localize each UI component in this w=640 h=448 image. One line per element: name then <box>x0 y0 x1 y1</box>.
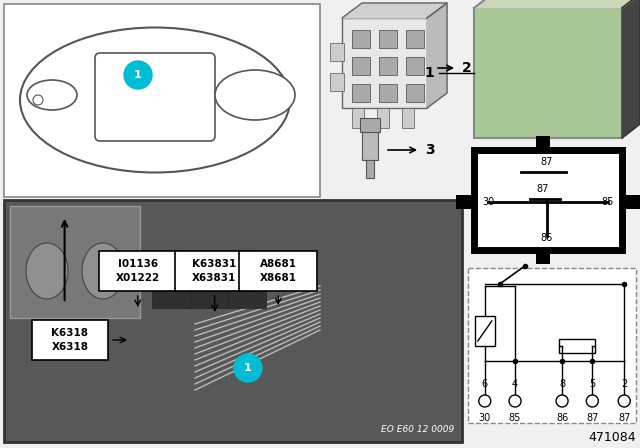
Text: 3: 3 <box>425 143 435 157</box>
Text: 1: 1 <box>244 363 252 373</box>
Bar <box>456 195 474 209</box>
Polygon shape <box>342 3 447 18</box>
Polygon shape <box>427 3 447 108</box>
Circle shape <box>509 395 521 407</box>
Circle shape <box>33 95 43 105</box>
Text: 86: 86 <box>556 413 568 423</box>
Text: 1: 1 <box>424 66 434 80</box>
Bar <box>239 251 317 291</box>
Bar <box>475 316 495 346</box>
Text: 1: 1 <box>134 70 142 80</box>
Text: A8681
X8681: A8681 X8681 <box>260 259 297 283</box>
Bar <box>379 57 397 75</box>
Bar <box>377 108 389 128</box>
Bar <box>622 195 640 209</box>
Text: 6: 6 <box>482 379 488 389</box>
Bar <box>406 30 424 48</box>
Bar <box>330 43 344 61</box>
Bar <box>330 73 344 91</box>
Text: K63831
X63831: K63831 X63831 <box>192 259 237 283</box>
Circle shape <box>556 395 568 407</box>
Polygon shape <box>622 0 640 138</box>
Circle shape <box>124 61 152 89</box>
Circle shape <box>479 395 491 407</box>
Ellipse shape <box>20 27 290 172</box>
Text: 4: 4 <box>512 379 518 389</box>
Bar <box>4 4 320 197</box>
Bar <box>559 339 595 353</box>
Bar <box>99 251 177 291</box>
Bar <box>366 160 374 178</box>
Ellipse shape <box>82 243 124 299</box>
Text: 86: 86 <box>540 233 553 243</box>
FancyBboxPatch shape <box>95 53 215 141</box>
Text: 87: 87 <box>540 157 553 167</box>
Bar <box>228 280 266 308</box>
Polygon shape <box>474 0 640 8</box>
Bar <box>352 84 370 102</box>
Text: 87: 87 <box>536 184 548 194</box>
Bar <box>32 320 108 360</box>
Bar <box>406 84 424 102</box>
Text: 87: 87 <box>586 413 598 423</box>
Text: 87: 87 <box>618 413 630 423</box>
Ellipse shape <box>215 70 295 120</box>
Ellipse shape <box>27 80 77 110</box>
Bar <box>474 8 622 138</box>
Bar <box>379 30 397 48</box>
Bar <box>352 30 370 48</box>
Bar <box>4 200 462 442</box>
Bar <box>406 57 424 75</box>
Circle shape <box>618 395 630 407</box>
Text: 30: 30 <box>479 413 491 423</box>
Bar <box>362 132 378 160</box>
Text: 8: 8 <box>559 379 565 389</box>
Circle shape <box>234 354 262 382</box>
Ellipse shape <box>26 243 68 299</box>
Bar <box>536 136 550 150</box>
Text: 30: 30 <box>482 197 494 207</box>
Bar <box>536 250 550 264</box>
Text: 85: 85 <box>509 413 521 423</box>
Bar <box>190 280 228 308</box>
Text: 471084: 471084 <box>588 431 636 444</box>
Circle shape <box>586 395 598 407</box>
Text: 2: 2 <box>462 61 472 75</box>
Bar <box>175 251 253 291</box>
Bar <box>474 150 622 250</box>
Text: 85: 85 <box>602 197 614 207</box>
Text: 5: 5 <box>589 379 595 389</box>
Text: 2: 2 <box>621 379 627 389</box>
Bar <box>342 18 427 108</box>
Bar <box>152 280 190 308</box>
Bar <box>379 84 397 102</box>
Bar <box>402 108 414 128</box>
Text: EO E60 12 0009: EO E60 12 0009 <box>381 425 454 434</box>
Bar <box>468 268 636 423</box>
Bar <box>10 206 140 318</box>
Bar <box>352 57 370 75</box>
Text: K6318
X6318: K6318 X6318 <box>51 328 88 352</box>
Bar <box>352 108 364 128</box>
Text: I01136
X01222: I01136 X01222 <box>115 259 160 283</box>
Bar <box>360 118 380 132</box>
